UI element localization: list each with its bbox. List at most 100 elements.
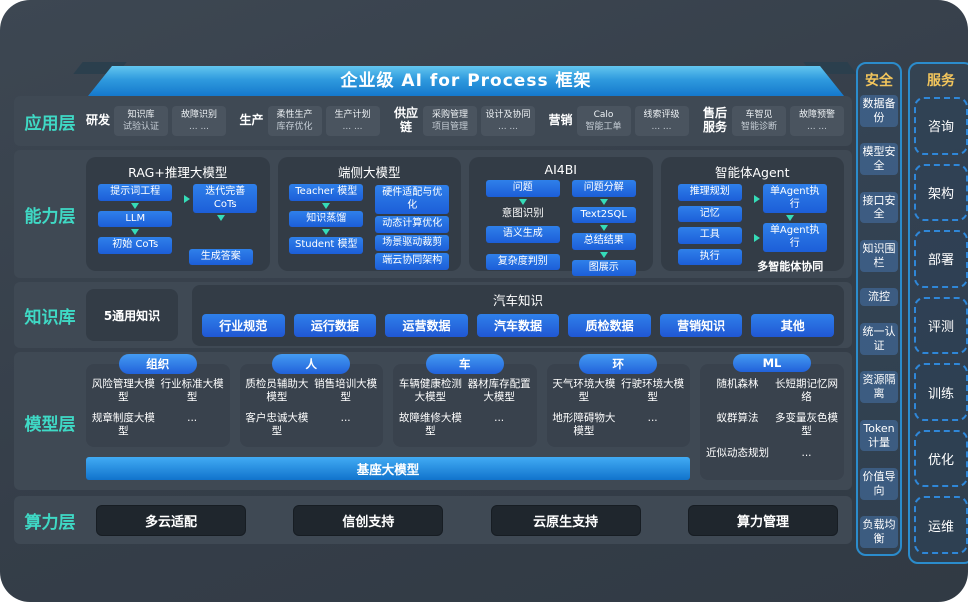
agent-component: 记忆 bbox=[677, 205, 742, 222]
auto-knowledge-title: 汽车知识 bbox=[492, 292, 543, 308]
application-item-box: 车智见 智能诊断 bbox=[731, 105, 786, 137]
knowledge-layer-band: 知识库 5通用知识 汽车知识 行业规范 运行数据 运营数据 汽车数据 质检数据 营销知识其… bbox=[14, 282, 852, 348]
model-item: 销售培训大模型 bbox=[314, 378, 378, 404]
knowledge-pill: 质检数据 bbox=[568, 313, 651, 337]
model-group-pill: ML bbox=[733, 354, 811, 372]
service-item: 部署 bbox=[914, 230, 968, 288]
feature-box: 端云协同架构 bbox=[375, 253, 450, 270]
model-item-grid: 天气环境大模型 行驶环境大模型 地形障碍物大模型... bbox=[551, 378, 687, 439]
security-item: 接口安全 bbox=[860, 191, 898, 224]
security-item: 负载均衡 bbox=[860, 516, 898, 548]
general-knowledge-card: 5通用知识 bbox=[86, 289, 178, 341]
application-item-line: ... ... bbox=[189, 122, 210, 132]
layer-label-model: 模型层 bbox=[24, 415, 76, 435]
compute-item: 多云适配 bbox=[96, 504, 246, 536]
arrow-down-icon bbox=[599, 251, 608, 258]
agent-flow: 推理规划 记忆 工具 执行 单Agent执行 bbox=[667, 184, 839, 274]
card-title: RAG+推理大模型 bbox=[128, 165, 228, 180]
services-title: 服务 bbox=[927, 73, 955, 89]
agent-component: 执行 bbox=[677, 248, 742, 265]
application-item-box: 设计及协同 ... ... bbox=[481, 105, 535, 137]
model-item: ... bbox=[187, 412, 198, 425]
agent-right-column: 单Agent执行 单Agent执行 多智能体协同 bbox=[753, 184, 827, 274]
arrow-down-icon bbox=[131, 202, 140, 209]
knowledge-pill: 营销知识 bbox=[659, 313, 743, 337]
model-left-section: 组织 风险管理大模型 行业标准大模型 规章制度大模型... 人 质检员辅助大模型 销售… bbox=[86, 354, 690, 480]
layer-label-knowledge: 知识库 bbox=[24, 307, 76, 328]
application-group-name: 供应链 bbox=[393, 106, 418, 134]
arrow-right-icon bbox=[753, 194, 760, 203]
model-ml-card: ML 随机森林 长短期记忆网络 蚁群算法 多变量灰色模型 近似动态规划... bbox=[700, 354, 844, 480]
model-item: 规章制度大模型 bbox=[91, 412, 155, 438]
flow-step: 迭代完善 CoTs bbox=[193, 184, 258, 213]
security-item: Token计量 bbox=[860, 419, 898, 452]
model-layer-band: 模型层 组织 风险管理大模型 行业标准大模型 规章制度大模型... 人 bbox=[14, 352, 852, 490]
arrow-down-icon bbox=[786, 215, 795, 221]
model-group-pill: 组织 bbox=[118, 354, 197, 374]
compute-layer-band: 算力层 多云适配 信创支持 云原生支持 算力管理 bbox=[14, 496, 852, 544]
service-item: 运维 bbox=[914, 496, 968, 555]
security-item: 资源隔离 bbox=[860, 371, 898, 403]
arrow-down-icon bbox=[599, 225, 608, 231]
edge-flow: Teacher 模型 知识蒸馏 Student 模型 硬件适配与优化 动态计算优… bbox=[284, 184, 456, 271]
arrow-right-icon bbox=[753, 233, 760, 242]
flow-row: 单Agent执行 bbox=[753, 184, 827, 213]
application-item-line: ... ... bbox=[806, 122, 827, 132]
card-title: 端侧大模型 bbox=[337, 165, 401, 180]
services-column: 服务 咨询 架构 部署 评测 训练 优化 运维 bbox=[908, 62, 968, 564]
flow-step: Teacher 模型 bbox=[289, 184, 364, 201]
knowledge-pill: 运行数据 bbox=[293, 313, 377, 337]
service-item: 优化 bbox=[914, 429, 968, 488]
flow-step: 总结结果 bbox=[571, 233, 636, 250]
model-item-grid: 随机森林 长短期记忆网络 蚁群算法 多变量灰色模型 近似动态规划... bbox=[704, 378, 840, 460]
knowledge-content: 5通用知识 汽车知识 行业规范 运行数据 运营数据 汽车数据 质检数据 营销知识 其他 bbox=[86, 284, 852, 346]
flow-step: LLM bbox=[98, 210, 173, 227]
capability-cards: RAG+推理大模型 提示词工程 LLM 初始 CoTs 迭代 bbox=[86, 157, 852, 276]
application-item-line: Calo bbox=[593, 109, 614, 120]
flow-step: 语义生成 bbox=[485, 226, 560, 243]
model-item: ... bbox=[340, 412, 351, 425]
arrow-right-icon bbox=[184, 194, 191, 203]
arrow-down-icon bbox=[216, 215, 225, 221]
model-item: 随机森林 bbox=[716, 378, 759, 390]
model-item: 天气环境大模型 bbox=[552, 378, 616, 404]
model-item: 质检员辅助大模型 bbox=[245, 378, 309, 404]
application-group: 供应链 采购管理 项目管理 设计及协同 ... ... bbox=[393, 105, 535, 137]
feature-box: 场景驱动裁剪 bbox=[375, 234, 450, 251]
model-item-grid: 车辆健康检测大模型 器材库存配置大模型 故障维修大模型... bbox=[397, 378, 533, 439]
model-item: ... bbox=[801, 446, 812, 459]
model-item: 地形障碍物大模型 bbox=[552, 412, 616, 438]
model-group-card: 车 车辆健康检测大模型 器材库存配置大模型 故障维修大模型... bbox=[393, 354, 537, 447]
model-item: 蚁群算法 bbox=[716, 412, 759, 425]
application-item-line: 库存优化 bbox=[276, 122, 313, 132]
agent-left-column: 推理规划 记忆 工具 执行 bbox=[677, 184, 742, 274]
service-item: 架构 bbox=[914, 163, 968, 222]
security-item: 流控 bbox=[860, 288, 898, 307]
security-item: 知识围栏 bbox=[860, 240, 898, 272]
application-item-line: 智能工单 bbox=[585, 122, 622, 132]
arrow-down-icon bbox=[131, 229, 140, 235]
compute-item: 云原生支持 bbox=[490, 504, 641, 536]
knowledge-pill: 其他 bbox=[751, 313, 835, 337]
feature-box: 动态计算优化 bbox=[375, 216, 450, 233]
feature-box: 硬件适配与优化 bbox=[375, 185, 450, 214]
arrow-down-icon bbox=[518, 198, 527, 205]
knowledge-pill: 汽车数据 bbox=[476, 313, 560, 337]
application-item-box: 采购管理 项目管理 bbox=[423, 105, 477, 137]
application-item-line: 故障预警 bbox=[798, 109, 835, 120]
model-item: 车辆健康检测大模型 bbox=[398, 378, 462, 404]
application-item-line: 试验认证 bbox=[123, 122, 160, 132]
flow-step: 问题分解 bbox=[571, 180, 636, 197]
application-layer-band: 应用层 研发 知识库 试验认证 故障识别 ... ... 生产 bbox=[14, 96, 852, 146]
flow-step: Student 模型 bbox=[289, 237, 364, 254]
security-column: 安全 数据备份 模型安全 接口安全 知识围栏 流控 统一认证 资源隔离 Token计量 价值导向… bbox=[856, 62, 902, 556]
flow-step: 复杂度判别 bbox=[485, 253, 560, 271]
model-group-card: 环 天气环境大模型 行驶环境大模型 地形障碍物大模型... bbox=[546, 354, 690, 447]
flow-step-plain: 意图识别 bbox=[501, 206, 544, 219]
model-group-pill: 人 bbox=[272, 354, 351, 374]
model-group-pill: 环 bbox=[579, 354, 658, 374]
agent-exec-box: 单Agent执行 bbox=[762, 223, 827, 252]
model-group-card: 人 质检员辅助大模型 销售培训大模型 客户忠诚大模型... bbox=[239, 354, 383, 447]
card-title: AI4BI bbox=[544, 162, 577, 177]
flow-row: 迭代完善 CoTs bbox=[184, 184, 258, 213]
